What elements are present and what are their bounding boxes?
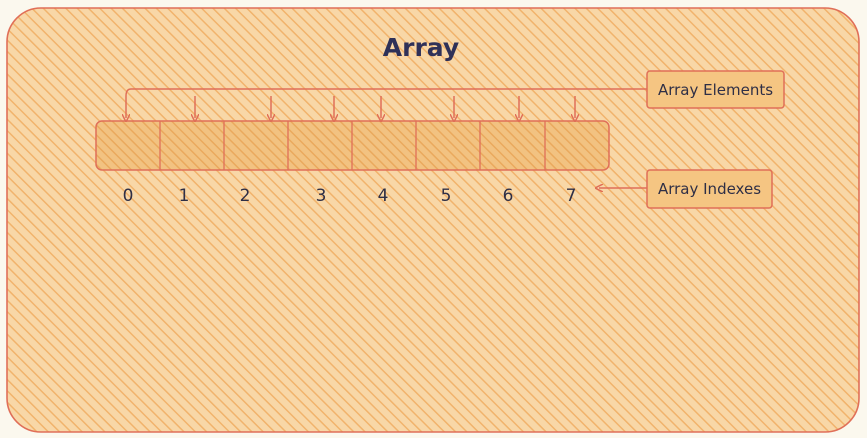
index-label-2: 2 [240,186,251,206]
array-cell-dividers [159,121,546,170]
diagram-title: Array [383,33,459,62]
index-label-6: 6 [503,186,514,206]
index-label-7: 7 [566,186,577,206]
element-pointer-arrows [125,88,647,118]
element-connector-line [125,88,647,97]
elements-callout-label: Array Elements [658,81,773,99]
diagram-panel [6,7,860,433]
elements-callout: Array Elements [646,70,785,109]
index-label-1: 1 [179,186,190,206]
index-label-4: 4 [378,186,389,206]
indexes-callout: Array Indexes [599,169,773,209]
index-label-3: 3 [316,186,327,206]
index-labels: 0 1 2 3 4 5 6 7 [123,186,577,206]
indexes-callout-box [646,169,773,209]
index-label-5: 5 [441,186,452,206]
elements-callout-box [646,70,785,109]
indexes-callout-label: Array Indexes [658,180,761,198]
index-label-0: 0 [123,186,134,206]
